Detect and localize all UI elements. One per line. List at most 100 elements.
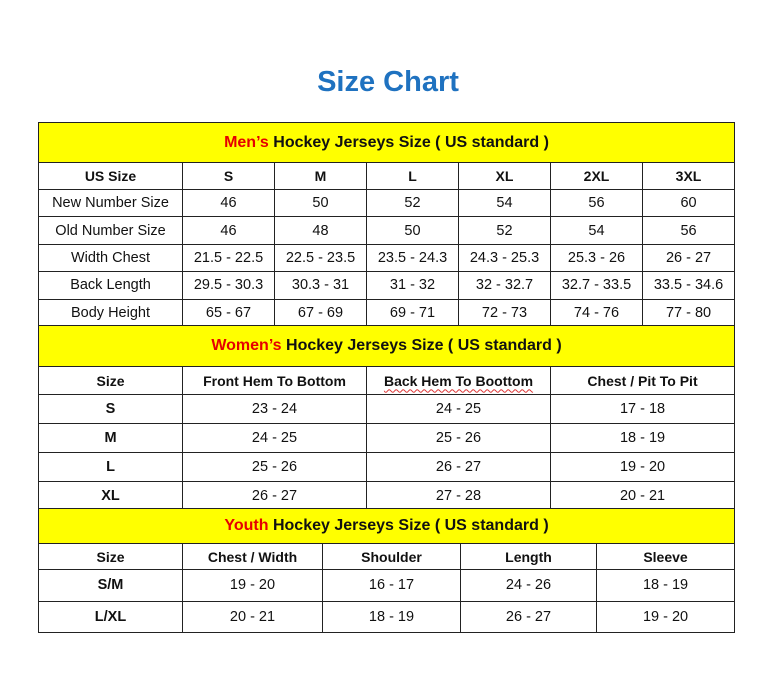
column-header: US Size (38, 162, 183, 190)
table-cell: 20 - 21 (182, 600, 323, 633)
column-header-label: Chest / Pit To Pit (587, 372, 698, 389)
column-header: Shoulder (322, 543, 461, 570)
column-header: Front Hem To Bottom (182, 366, 367, 395)
table-cell: 29.5 - 30.3 (182, 271, 275, 300)
row-label: M (38, 423, 183, 453)
men-heading-text: Hockey Jerseys Size ( US standard ) (268, 133, 549, 151)
column-header: 3XL (641, 162, 736, 190)
column-header-label: Length (505, 548, 552, 565)
column-header: Back Hem To Boottom (366, 366, 551, 395)
row-label: Body Height (38, 298, 183, 327)
table-cell: 19 - 20 (549, 452, 736, 482)
column-header-label: Sleeve (643, 548, 688, 565)
women-size-table: Women’s Hockey Jerseys Size ( US standar… (37, 325, 736, 511)
page-title: Size Chart (317, 66, 459, 98)
youth-section-title: Youth Hockey Jerseys Size ( US standard … (37, 508, 736, 544)
column-header-label: US Size (84, 168, 137, 184)
row-label: Back Length (38, 271, 183, 300)
youth-size-table: Youth Hockey Jerseys Size ( US standard … (37, 508, 736, 633)
women-size-section: Women’s Hockey Jerseys Size ( US standar… (37, 325, 736, 511)
column-header-label: Size (96, 548, 125, 565)
table-cell: 25 - 26 (366, 423, 551, 453)
table-cell: 25 - 26 (182, 452, 367, 482)
column-header: Size (38, 543, 183, 570)
youth-size-section: Youth Hockey Jerseys Size ( US standard … (37, 508, 736, 633)
table-cell: 27 - 28 (366, 481, 551, 511)
table-cell: 72 - 73 (458, 298, 551, 327)
row-label: New Number Size (38, 188, 183, 218)
table-cell: 24.3 - 25.3 (458, 243, 551, 273)
table-cell: 50 (366, 216, 459, 245)
table-cell: 24 - 26 (460, 569, 597, 602)
table-cell: 18 - 19 (595, 569, 736, 602)
column-header-label: Front Hem To Bottom (203, 372, 346, 389)
column-header: M (274, 162, 367, 190)
column-header: XL (458, 162, 551, 190)
table-cell: 23.5 - 24.3 (366, 243, 459, 273)
men-section-header-row: Men’s Hockey Jerseys Size ( US standard … (37, 122, 736, 163)
women-column-header-row: Size Front Hem To Bottom Back Hem To Boott… (38, 366, 736, 395)
row-label: L (38, 452, 183, 482)
table-row: Old Number Size 46 48 50 52 54 56 (38, 216, 736, 245)
column-header-label: 2XL (583, 168, 610, 184)
table-cell: 18 - 19 (549, 423, 736, 453)
table-cell: 60 (641, 188, 736, 218)
table-cell: 67 - 69 (274, 298, 367, 327)
column-header-label: Size (96, 372, 125, 389)
table-row: Back Length 29.5 - 30.3 30.3 - 31 31 - 32 32… (38, 271, 736, 300)
table-cell: 54 (550, 216, 643, 245)
table-row: XL 26 - 27 27 - 28 20 - 21 (38, 481, 736, 511)
table-cell: 26 - 27 (366, 452, 551, 482)
men-size-table: Men’s Hockey Jerseys Size ( US standard … (37, 122, 736, 327)
table-cell: 16 - 17 (322, 569, 461, 602)
table-cell: 25.3 - 26 (550, 243, 643, 273)
table-cell: 17 - 18 (549, 394, 736, 424)
table-cell: 18 - 19 (322, 600, 461, 633)
men-size-section: Men’s Hockey Jerseys Size ( US standard … (37, 122, 736, 327)
column-header-label: Shoulder (361, 548, 422, 565)
table-cell: 69 - 71 (366, 298, 459, 327)
table-cell: 48 (274, 216, 367, 245)
column-header-label: M (314, 168, 327, 184)
row-label: Width Chest (38, 243, 183, 273)
table-cell: 50 (274, 188, 367, 218)
table-cell: 23 - 24 (182, 394, 367, 424)
table-cell: 52 (458, 216, 551, 245)
column-header-label: 3XL (675, 168, 702, 184)
table-cell: 74 - 76 (550, 298, 643, 327)
table-cell: 32 - 32.7 (458, 271, 551, 300)
column-header-label: S (223, 168, 234, 184)
table-row: S/M 19 - 20 16 - 17 24 - 26 18 - 19 (38, 569, 736, 602)
table-cell: 32.7 - 33.5 (550, 271, 643, 300)
column-header-label: Chest / Width (207, 548, 298, 565)
women-highlight-label: Women’s (211, 337, 282, 354)
table-cell: 30.3 - 31 (274, 271, 367, 300)
column-header-label: L (408, 168, 417, 184)
column-header: S (182, 162, 275, 190)
women-section-title: Women’s Hockey Jerseys Size ( US standar… (37, 325, 736, 367)
table-cell: 26 - 27 (641, 243, 736, 273)
row-label: Old Number Size (38, 216, 183, 245)
table-cell: 24 - 25 (366, 394, 551, 424)
table-row: New Number Size 46 50 52 54 56 60 (38, 188, 736, 218)
men-column-header-row: US Size S M L XL 2XL 3XL (38, 162, 736, 190)
men-highlight-label: Men’s (224, 133, 269, 151)
table-row: M 24 - 25 25 - 26 18 - 19 (38, 423, 736, 453)
table-cell: 26 - 27 (182, 481, 367, 511)
table-cell: 24 - 25 (182, 423, 367, 453)
column-header: Chest / Pit To Pit (549, 366, 736, 395)
men-section-title: Men’s Hockey Jerseys Size ( US standard … (37, 122, 736, 163)
row-label: S (38, 394, 183, 424)
women-heading-text: Hockey Jerseys Size ( US standard ) (281, 337, 562, 354)
table-cell: 33.5 - 34.6 (641, 271, 736, 300)
youth-section-header-row: Youth Hockey Jerseys Size ( US standard … (37, 508, 736, 544)
table-row: L 25 - 26 26 - 27 19 - 20 (38, 452, 736, 482)
table-cell: 46 (182, 188, 275, 218)
table-cell: 22.5 - 23.5 (274, 243, 367, 273)
table-cell: 52 (366, 188, 459, 218)
table-row: Width Chest 21.5 - 22.5 22.5 - 23.5 23.5 - … (38, 243, 736, 273)
table-cell: 21.5 - 22.5 (182, 243, 275, 273)
column-header: Chest / Width (182, 543, 323, 570)
table-cell: 19 - 20 (595, 600, 736, 633)
table-row: S 23 - 24 24 - 25 17 - 18 (38, 394, 736, 424)
